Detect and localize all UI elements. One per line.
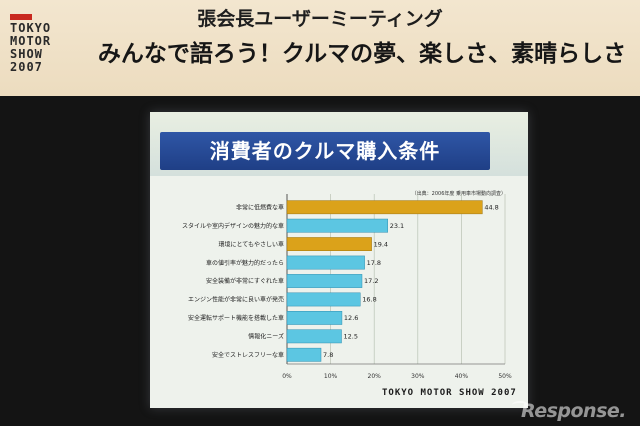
bar bbox=[286, 347, 322, 362]
data-label: 44.8 bbox=[484, 203, 498, 211]
logo-line: 2007 bbox=[10, 60, 43, 74]
x-tick-label: 10% bbox=[324, 373, 338, 380]
bar bbox=[286, 218, 388, 233]
bar bbox=[286, 310, 343, 325]
category-label: 非常に低燃費な車 bbox=[236, 203, 284, 211]
data-label: 16.8 bbox=[362, 296, 376, 304]
event-banner: TOKYO MOTOR SHOW 2007 張会長ユーザーミーティング みんなで… bbox=[0, 0, 640, 96]
banner-subtitle: みんなで語ろう！クルマの夢、楽しさ、素晴らしさ bbox=[97, 41, 627, 67]
category-label: 安全運転サポート機能を搭載した車 bbox=[188, 314, 284, 322]
data-label: 17.2 bbox=[364, 277, 378, 285]
bar bbox=[286, 200, 483, 215]
slide-footer-logo: TOKYO MOTOR SHOW 2007 bbox=[382, 388, 517, 398]
data-label: 12.6 bbox=[344, 314, 358, 322]
slide-header: 消費者のクルマ購入条件 bbox=[150, 112, 528, 176]
x-tick-label: 0% bbox=[282, 373, 292, 380]
tokyo-motor-show-logo: TOKYO MOTOR SHOW 2007 bbox=[10, 14, 88, 88]
data-label: 23.1 bbox=[390, 222, 404, 230]
data-label: 12.5 bbox=[344, 333, 358, 341]
logo-line: TOKYO bbox=[10, 21, 52, 35]
banner-title: 張会長ユーザーミーティング bbox=[197, 8, 443, 30]
bar bbox=[286, 274, 363, 288]
bar bbox=[286, 329, 342, 344]
category-label: 安全でストレスフリーな車 bbox=[212, 351, 284, 359]
category-label: 情報化ニーズ bbox=[248, 333, 284, 341]
x-tick-label: 20% bbox=[368, 373, 382, 380]
category-label: 安全装備が非常にすぐれた車 bbox=[206, 277, 284, 285]
category-label: 車の値引率が魅力的だったら bbox=[206, 259, 284, 267]
watermark-swoosh bbox=[512, 401, 528, 409]
data-label: 17.8 bbox=[367, 259, 381, 267]
data-label: 7.8 bbox=[323, 351, 333, 359]
bar bbox=[286, 237, 372, 252]
response-watermark: Response. bbox=[521, 400, 626, 422]
logo-red-bar bbox=[10, 14, 32, 20]
x-tick-label: 40% bbox=[455, 373, 469, 380]
source-note: （出典：2006年度 乗用車市場動向調査） bbox=[411, 191, 506, 197]
x-tick-label: 30% bbox=[411, 373, 425, 380]
category-label: スタイルや室内デザインの魅力的な車 bbox=[182, 222, 284, 230]
logo-line: MOTOR bbox=[10, 34, 52, 48]
chart-title: 消費者のクルマ購入条件 bbox=[209, 139, 441, 163]
category-label: 環境にとてもやさしい車 bbox=[218, 240, 284, 248]
x-tick-label: 50% bbox=[498, 373, 512, 380]
category-label: エンジン性能が非常に良い車が発売 bbox=[188, 296, 284, 304]
bar-chart: 0% 10% 20% 30% 40% 50% 非常に低燃費な車 44.8 スタイルや室内デザイン… bbox=[182, 194, 512, 380]
data-label: 19.4 bbox=[374, 240, 388, 248]
projection-screen: 消費者のクルマ購入条件 （出典：2006年度 乗用車市場動向調査） 0% 10% 2… bbox=[150, 112, 528, 408]
chart-title-box: 消費者のクルマ購入条件 bbox=[160, 132, 490, 170]
logo-line: SHOW bbox=[10, 47, 43, 61]
bar bbox=[286, 292, 361, 307]
bar bbox=[286, 255, 365, 270]
